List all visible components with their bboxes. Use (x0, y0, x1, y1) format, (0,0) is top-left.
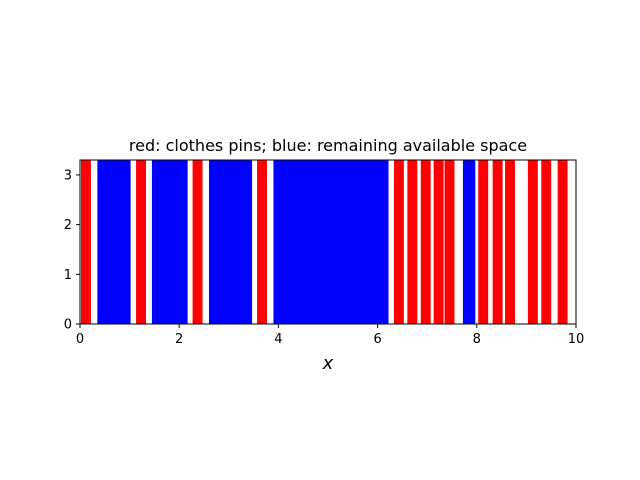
x-axis-label: x (322, 353, 334, 374)
pin-bar-3 (257, 160, 267, 324)
axes-frame (79, 159, 577, 325)
pin-bar-5 (407, 160, 418, 324)
y-tick-label-0: 0 (64, 318, 72, 333)
x-tick-label-3: 6 (373, 332, 381, 347)
pin-bar-4 (393, 160, 404, 324)
space-bar-3 (273, 160, 389, 324)
x-axis: 0 2 4 6 8 10 (76, 324, 584, 347)
x-tick-label-2: 4 (274, 332, 282, 347)
space-bar-2 (208, 160, 253, 324)
x-tick-label-1: 2 (175, 332, 183, 347)
pin-bar-10 (492, 160, 503, 324)
pin-bar-11 (505, 160, 515, 324)
pin-bar-1 (136, 160, 146, 324)
y-tick-label-2: 2 (64, 218, 72, 233)
pin-bar-14 (557, 160, 568, 324)
pin-bar-8 (444, 160, 455, 324)
pin-bar-2 (192, 160, 203, 324)
y-tick-label-1: 1 (64, 268, 72, 283)
space-bar-4 (462, 160, 476, 324)
y-axis: 0 1 2 3 (64, 168, 80, 333)
chart-title: red: clothes pins; blue: remaining avail… (129, 136, 527, 155)
plot-area (80, 160, 568, 324)
pin-bar-7 (433, 160, 444, 324)
pin-bar-0 (80, 160, 91, 324)
pin-bar-13 (541, 160, 552, 324)
space-bar-0 (97, 160, 131, 324)
pin-bar-6 (420, 160, 431, 324)
x-tick-label-5: 10 (568, 332, 585, 347)
pin-bar-12 (527, 160, 538, 324)
x-tick-label-4: 8 (473, 332, 481, 347)
x-tick-label-0: 0 (76, 332, 84, 347)
y-tick-label-3: 3 (64, 168, 72, 183)
space-bar-1 (151, 160, 188, 324)
pin-bar-9 (478, 160, 489, 324)
